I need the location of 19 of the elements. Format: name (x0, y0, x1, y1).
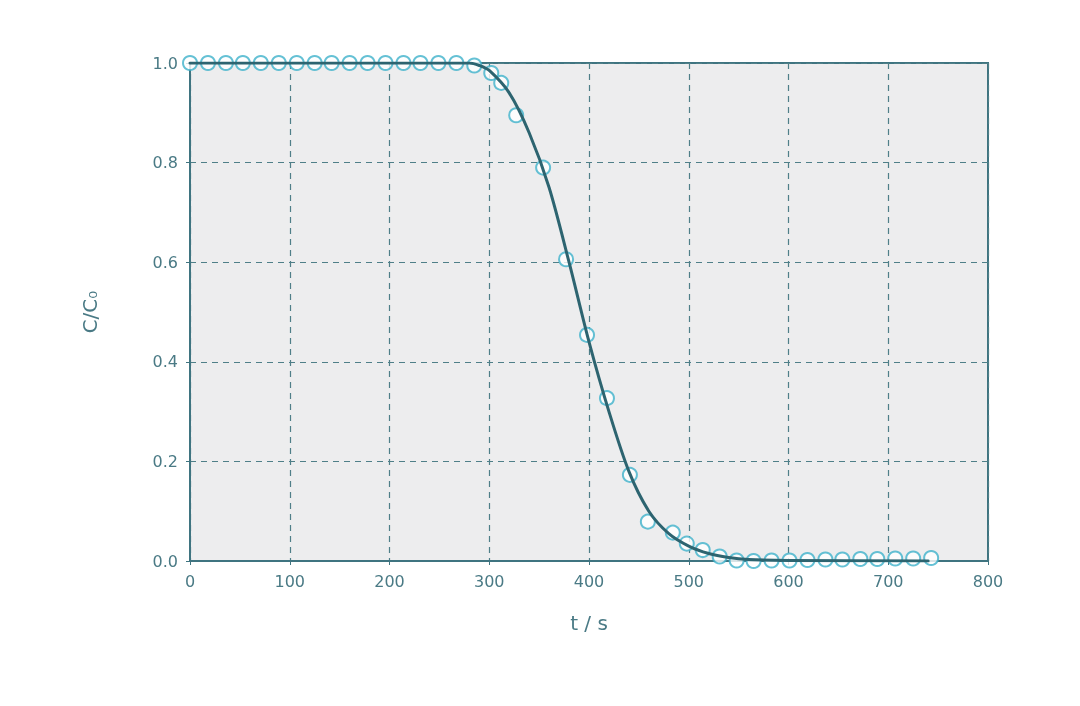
x-tick-label: 300 (473, 571, 505, 591)
point (639, 513, 656, 530)
x-tick-label: 0 (184, 571, 196, 591)
x-tick-label: 700 (872, 571, 904, 591)
x-axis-title: t / s (570, 611, 608, 635)
x-tick-label: 800 (972, 571, 1004, 591)
x-tick-label: 400 (573, 571, 605, 591)
x-tick-label: 200 (374, 571, 405, 591)
y-tick-label: 0.6 (152, 252, 178, 272)
y-tick-label: 0.0 (152, 551, 178, 571)
point (923, 550, 940, 567)
y-tick-label: 1.0 (152, 53, 178, 73)
y-tick-label: 0.4 (152, 352, 178, 372)
y-tick-label: 0.8 (152, 153, 178, 173)
x-tick-label: 100 (274, 571, 306, 591)
x-tick-label: 500 (673, 571, 705, 591)
x-tick-label: 600 (773, 571, 804, 591)
y-axis-title: C/C₀ (78, 290, 102, 334)
y-tick-label: 0.2 (152, 451, 178, 471)
